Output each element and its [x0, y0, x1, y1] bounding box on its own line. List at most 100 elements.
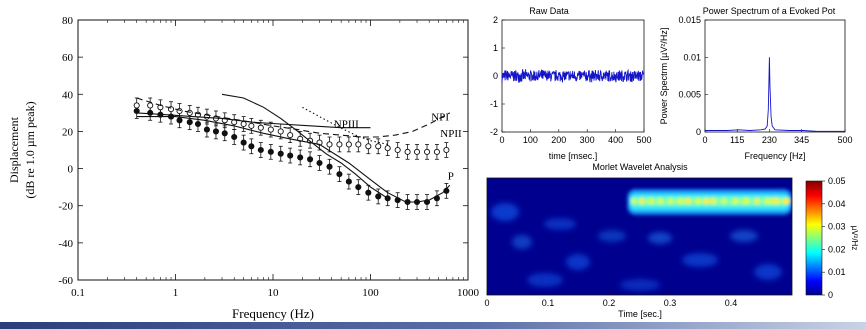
power-spectrum-xlabel: Frequency [Hz] [744, 151, 805, 161]
displacement-point-open [287, 132, 294, 139]
wavelet-title: Morlet Wavelet Analysis [592, 162, 688, 172]
displacement-ytick-label: -20 [58, 201, 73, 213]
raw-data-xtick-label: 500 [636, 135, 651, 145]
displacement-ytick-label: 20 [62, 126, 74, 138]
power-spectrum-ylabel: Power Spectrm [µV²/Hz] [659, 28, 669, 125]
displacement-point-filled [240, 139, 247, 146]
displacement-point-filled [375, 193, 382, 200]
power-spectrum-chart: Power Spectrum of a Evoked Pot 0 0.005 0.0… [659, 6, 853, 161]
colorbar-tick-label: 0 [828, 290, 833, 300]
raw-data-chart: Raw Data -2 -1 0 1 2 0 100 200 300 400 500 time [m… [490, 6, 652, 161]
displacement-ytick-label: 40 [62, 89, 74, 101]
wavelet-band-peak [630, 198, 636, 204]
displacement-point-filled [307, 156, 314, 163]
displacement-point-open [240, 120, 247, 128]
raw-data-xlabel: time [msec.] [549, 151, 598, 161]
colorbar-label: µV²/Hz [850, 226, 859, 251]
displacement-point-open [375, 143, 382, 150]
raw-data-ytick-label: -2 [490, 127, 498, 137]
displacement-point-filled [345, 178, 352, 185]
displacement-ytick-label: -40 [58, 238, 73, 250]
wavelet-band-peak [781, 198, 791, 204]
raw-data-series-line [501, 68, 645, 83]
raw-data-ytick-label: 0 [493, 71, 498, 81]
wavelet-band-peak [771, 198, 780, 204]
wavelet-xtick-label: 0.2 [603, 298, 616, 308]
displacement-ytick-label: 0 [68, 164, 74, 176]
colorbar-tick-label: 0.02 [828, 244, 846, 254]
power-spectrum-ytick-label: 0 [696, 127, 701, 137]
displacement-xlabel: Frequency (Hz) [232, 306, 314, 321]
wavelet-band-peak [676, 198, 685, 204]
raw-data-title: Raw Data [529, 6, 569, 16]
displacement-point-open [365, 143, 372, 150]
wavelet-colorbar [805, 180, 823, 296]
power-spectrum-xtick-label: 345 [794, 135, 809, 145]
displacement-point-open [394, 146, 401, 154]
curve-label-npii: NPII [440, 128, 462, 140]
displacement-point-open [326, 141, 333, 148]
raw-data-ytick-label: 2 [493, 15, 498, 25]
displacement-ytick-label: -60 [58, 275, 73, 287]
displacement-point-open [443, 146, 450, 154]
displacement-point-filled [316, 159, 323, 167]
displacement-xtick-label: 1000 [457, 287, 480, 299]
displacement-chart: -60 -40 -20 0 20 40 60 80 0.1 1 10 100 1000 NPIII NP… [7, 15, 480, 321]
curve-label-p: P [448, 171, 454, 183]
raw-data-ytick-label: 1 [493, 43, 498, 53]
displacement-point-open [336, 141, 343, 148]
displacement-point-open [413, 148, 421, 155]
curve-label-npi: NPI [431, 111, 449, 123]
wavelet-band-peak [657, 198, 664, 204]
displacement-point-filled [231, 133, 238, 141]
displacement-point-open [147, 102, 154, 109]
raw-data-ytick-label: -1 [490, 99, 498, 109]
wavelet-xtick-label: 0.1 [542, 298, 555, 308]
wavelet-band-peak [763, 198, 773, 204]
displacement-point-open [423, 148, 431, 155]
wavelet-band-peak [639, 198, 645, 204]
wavelet-band-peak [721, 198, 727, 204]
displacement-point-filled [365, 189, 372, 196]
displacement-curve-dotted-line [302, 106, 388, 145]
wavelet-band-peak [647, 198, 655, 204]
power-spectrum-ytick-label: 0.01 [683, 52, 701, 62]
power-spectrum-xtick-label: 115 [730, 135, 744, 145]
displacement-point-open [257, 124, 264, 131]
wavelet-band-peak [731, 198, 739, 204]
displacement-curve-solid-line [136, 112, 371, 129]
colorbar-tick-label: 0.01 [828, 267, 846, 277]
wavelet-xtick-label: 0.4 [725, 298, 738, 308]
raw-data-xtick-label: 400 [608, 135, 623, 145]
displacement-curve-solid-line [221, 93, 389, 199]
curve-label-npiii: NPIII [334, 119, 359, 131]
displacement-point-filled [212, 128, 220, 135]
displacement-point-filled [336, 171, 343, 178]
displacement-point-filled [287, 152, 294, 159]
bottom-accent-bar [0, 322, 866, 329]
displacement-ylabel-unit: (dB re 1.0 µm peak) [23, 101, 37, 198]
displacement-ytick-label: 60 [62, 52, 74, 64]
displacement-xtick-label: 0.1 [71, 287, 85, 299]
displacement-point-open [133, 102, 140, 109]
power-spectrum-xtick-label: 230 [762, 135, 777, 145]
wavelet-xtick-label: 0 [484, 298, 489, 308]
wavelet-band-peak [685, 198, 692, 204]
wavelet-xtick-label: 0.3 [664, 298, 677, 308]
displacement-point-filled [267, 148, 274, 155]
wavelet-band-peak [741, 198, 750, 204]
raw-data-xtick-label: 100 [523, 135, 538, 145]
power-spectrum-xtick-label: 500 [837, 135, 852, 145]
power-spectrum-frame [704, 19, 846, 133]
wavelet-band-peak [754, 198, 760, 204]
power-spectrum-series-line [705, 57, 845, 132]
displacement-point-filled [203, 126, 210, 133]
wavelet-evoked-band [627, 189, 792, 215]
displacement-point-open [248, 122, 255, 129]
raw-data-xtick-label: 300 [580, 135, 595, 145]
displacement-xtick-label: 10 [268, 287, 280, 299]
colorbar-tick-label: 0.04 [828, 199, 846, 209]
displacement-point-open [186, 109, 193, 116]
displacement-point-filled [326, 163, 333, 170]
